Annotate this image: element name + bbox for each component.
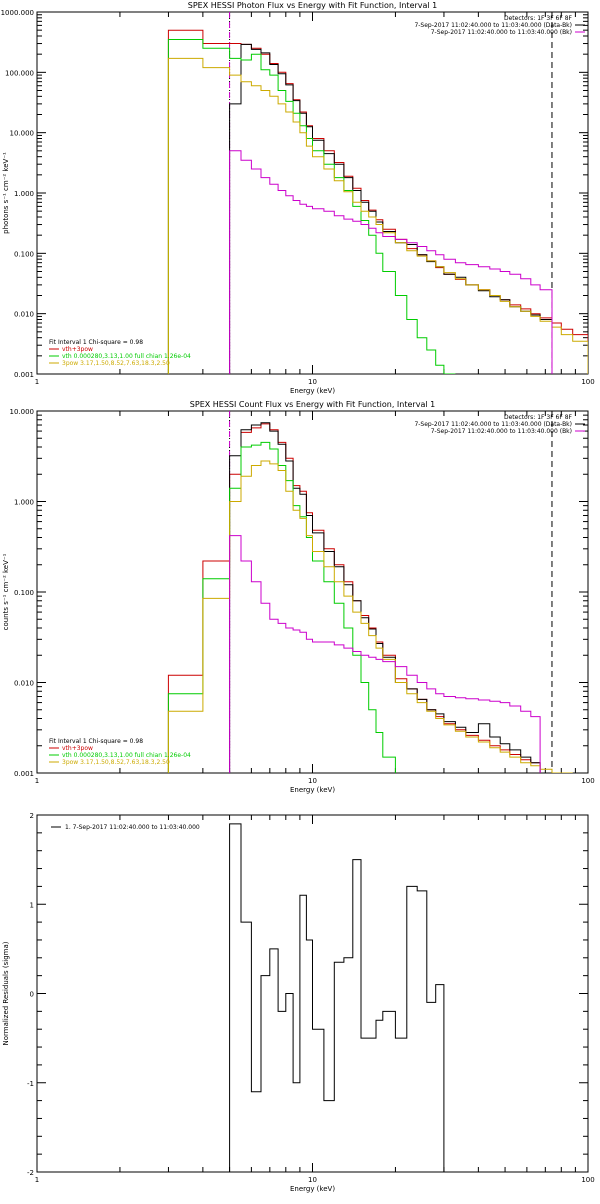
y-tick-label: 100.000 bbox=[5, 69, 34, 77]
x-tick-label: 100 bbox=[581, 1176, 594, 1184]
legend-entry: Detectors: 1F 3F 6F 8F bbox=[504, 414, 573, 421]
series-vth-3pow bbox=[167, 423, 541, 773]
chart-title: SPEX HESSI Count Flux vs Energy with Fit… bbox=[190, 400, 435, 409]
x-tick-label: 10 bbox=[308, 378, 317, 386]
x-tick-label: 1 bbox=[35, 1176, 39, 1184]
y-tick-label: 0.010 bbox=[14, 311, 34, 319]
series-vth bbox=[167, 441, 396, 773]
y-tick-label: 0.010 bbox=[14, 680, 34, 688]
legend-entry: 3pow 3.17,1.50,8.52,7.63,18.3,2.50 bbox=[62, 360, 170, 367]
y-tick-label: 0.100 bbox=[14, 589, 34, 597]
y-axis-label: Normalized Residuals (sigma) bbox=[2, 941, 10, 1045]
y-axis-ticks bbox=[37, 814, 588, 1173]
y-tick-label: -1 bbox=[27, 1080, 34, 1088]
y-axis-label: photons s⁻¹ cm⁻² keV⁻¹ bbox=[2, 152, 10, 234]
y-tick-label: 0.100 bbox=[14, 250, 34, 258]
y-tick-label: 2 bbox=[30, 812, 34, 820]
legend-entry: Fit Interval 1 Chi-square = 0.98 bbox=[49, 738, 143, 745]
x-axis-label: Energy (keV) bbox=[290, 1185, 335, 1193]
legend-entry: 7-Sep-2017 11:02:40.000 to 11:03:40.000 … bbox=[414, 22, 572, 29]
series-residuals bbox=[229, 823, 445, 1172]
y-tick-label: 0.001 bbox=[14, 371, 34, 379]
x-tick-label: 1 bbox=[35, 777, 39, 785]
x-tick-label: 100 bbox=[581, 378, 594, 386]
y-tick-label: 0 bbox=[30, 991, 34, 999]
legend-entry: vth+3pow bbox=[62, 745, 93, 752]
legend-entry: Detectors: 1F 3F 6F 8F bbox=[504, 15, 573, 22]
plot-frame bbox=[36, 11, 589, 375]
legend-entry: 3pow 3.17,1.50,8.52,7.63,18.3,2.50 bbox=[62, 759, 170, 766]
series-bk bbox=[229, 150, 553, 374]
y-tick-label: 1 bbox=[30, 901, 34, 909]
x-axis-label: Energy (keV) bbox=[290, 387, 335, 395]
chart-title: SPEX HESSI Photon Flux vs Energy with Fi… bbox=[188, 1, 438, 10]
y-axis-ticks bbox=[37, 14, 588, 357]
legend-entry: vth+3pow bbox=[62, 346, 93, 353]
y-axis-label: counts s⁻¹ cm⁻² keV⁻¹ bbox=[2, 553, 10, 630]
y-tick-label: 10.000 bbox=[10, 408, 35, 416]
y-tick-label: 1000.000 bbox=[1, 9, 34, 17]
x-axis-ticks bbox=[119, 411, 576, 773]
chart-panel-2: 1 10 100 Energy (keV) 0.001 0.010 0.100 1.000 10… bbox=[2, 400, 595, 794]
y-tick-label: 1.000 bbox=[14, 190, 34, 198]
legend-entry: 1. 7-Sep-2017 11:02:40.000 to 11:03:40.0… bbox=[65, 824, 200, 831]
series-data-bk bbox=[229, 43, 553, 374]
series-3pow bbox=[167, 460, 573, 773]
legend-entry: vth 0.000280,3.13,1.00 full chian 1.26e-… bbox=[62, 353, 191, 360]
legend-entry: 7-Sep-2017 11:02:40.000 to 11:03:40.000 … bbox=[431, 29, 572, 36]
series-3pow bbox=[167, 57, 588, 374]
series-data-bk bbox=[229, 422, 541, 773]
y-tick-label: 1.000 bbox=[14, 499, 34, 507]
chart-panel-1: 1 10 100 Energy (keV) 0.001 0.010 0.100 1.000 10… bbox=[1, 1, 595, 395]
plot-frame bbox=[36, 410, 589, 774]
x-tick-label: 10 bbox=[308, 777, 317, 785]
legend-entry: 7-Sep-2017 11:02:40.000 to 11:03:40.000 … bbox=[414, 421, 572, 428]
legend-entry: Fit Interval 1 Chi-square = 0.98 bbox=[49, 339, 143, 346]
x-axis-ticks bbox=[119, 815, 576, 1172]
chart-panel-3: 1 10 100 Energy (keV) -2 -1 0 1 2 Normalized Resi… bbox=[2, 812, 595, 1193]
y-tick-label: -2 bbox=[27, 1169, 34, 1177]
legend-entry: 7-Sep-2017 11:02:40.000 to 11:03:40.000 … bbox=[431, 428, 572, 435]
x-axis-label: Energy (keV) bbox=[290, 786, 335, 794]
x-tick-label: 1 bbox=[35, 378, 39, 386]
x-tick-label: 10 bbox=[308, 1176, 317, 1184]
legend-entry: vth 0.000280,3.13,1.00 full chian 1.26e-… bbox=[62, 752, 191, 759]
x-axis-ticks bbox=[119, 12, 576, 374]
y-tick-label: 0.001 bbox=[14, 770, 34, 778]
y-tick-label: 10.000 bbox=[10, 130, 35, 138]
series-bk bbox=[229, 535, 541, 773]
series-vth-3pow bbox=[167, 29, 588, 374]
y-axis-ticks bbox=[37, 414, 588, 747]
x-tick-label: 100 bbox=[581, 777, 594, 785]
